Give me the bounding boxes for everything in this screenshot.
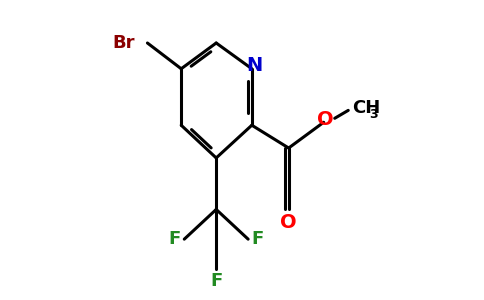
Text: F: F xyxy=(252,230,264,248)
Text: Br: Br xyxy=(113,34,135,52)
Text: N: N xyxy=(247,56,263,75)
Text: F: F xyxy=(210,272,222,290)
Text: O: O xyxy=(317,110,333,129)
Text: 3: 3 xyxy=(369,108,378,122)
Text: O: O xyxy=(280,213,297,232)
Text: CH: CH xyxy=(352,99,381,117)
Text: F: F xyxy=(168,230,181,248)
